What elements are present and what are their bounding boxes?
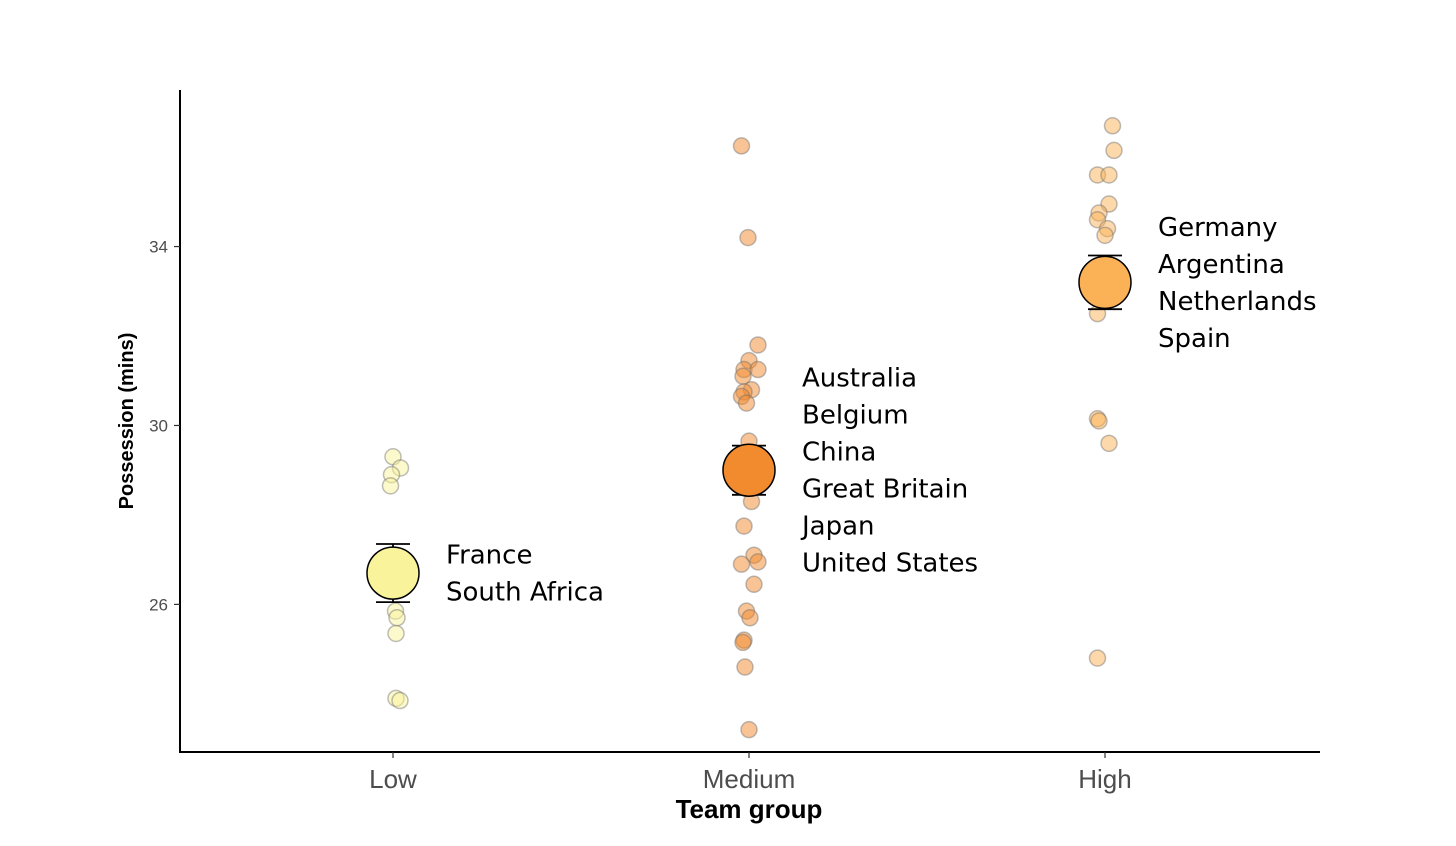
data-point [741,609,759,627]
group-mean-point [1078,255,1132,310]
y-tick-label: 30 [149,416,168,435]
y-tick-label: 34 [149,238,168,257]
team-label: Japan [800,512,875,542]
x-ticks: Low Medium High [369,752,1132,794]
y-axis-title: Possession (mins) [116,333,138,510]
y-ticks: 26 30 34 [149,238,180,614]
data-point [1090,412,1108,430]
data-point [391,691,409,710]
data-point [1096,226,1114,245]
data-point [1103,117,1122,135]
team-label: South Africa [446,578,604,608]
data-point [381,477,400,495]
data-point [1088,649,1107,667]
data-point [749,553,767,571]
data-point [735,517,753,535]
data-point [1100,434,1118,453]
group-mean-point [722,443,776,497]
team-label: Germany [1158,213,1278,243]
data-point [734,633,752,652]
data-point [732,555,751,573]
data-point [749,336,767,354]
raw-points-layer [381,117,1123,739]
team-label: China [802,438,876,468]
team-label: France [446,541,532,571]
group-means-layer [366,254,1132,604]
y-tick-label: 26 [149,595,168,614]
x-tick-label: High [1078,764,1131,794]
group-mean-point [366,546,420,600]
data-point [737,394,756,412]
x-tick-label: Low [369,764,417,794]
data-point [387,624,405,643]
data-point [739,228,757,247]
team-label: United States [802,549,978,579]
team-label: Argentina [1158,250,1285,280]
team-label: Australia [802,364,917,394]
data-point [736,658,754,676]
x-tick-label: Medium [703,764,795,794]
team-labels-layer: France South Africa Australia Belgium China G… [446,213,1317,608]
x-axis-title: Team group [676,794,823,824]
team-label: Belgium [802,401,909,431]
data-point [732,137,751,155]
data-point [1100,166,1118,184]
data-point [749,360,767,379]
data-point [1105,141,1123,160]
data-point [745,575,763,594]
team-label: Netherlands [1158,287,1317,317]
team-label: Great Britain [802,475,968,505]
team-label: Spain [1158,324,1231,354]
data-point [740,720,758,739]
data-point [388,609,406,627]
